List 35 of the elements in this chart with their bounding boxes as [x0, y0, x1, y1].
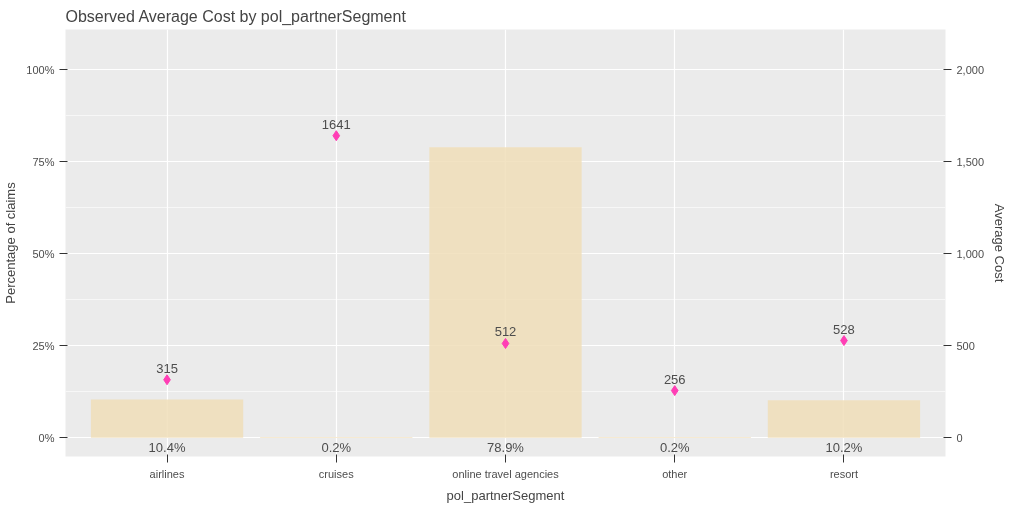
y2-axis-title: Average Cost: [992, 203, 1008, 283]
point: [501, 337, 510, 349]
y-tick-label: 100%: [26, 63, 55, 76]
y2-tick-label: 0: [956, 431, 963, 444]
y2-tick-label: 500: [956, 339, 975, 352]
x-axis-title: pol_partnerSegment: [446, 487, 565, 503]
data-label: 10.2%: [825, 439, 863, 455]
x-tick-label: online travel agencies: [452, 467, 560, 480]
y-tick-label: 50%: [32, 247, 55, 260]
point: [670, 385, 679, 397]
chart-title: Observed Average Cost by pol_partnerSegment: [65, 7, 407, 26]
y2-tick-label: 2,000: [956, 63, 985, 76]
data-label: 10.4%: [148, 439, 186, 455]
point: [332, 130, 341, 142]
data-label: 0.2%: [321, 439, 352, 455]
data-label: 1641: [321, 116, 351, 132]
bar: [90, 399, 244, 438]
bar: [767, 400, 921, 438]
data-label: 512: [494, 324, 517, 340]
data-label: 315: [156, 360, 178, 376]
y-tick-label: 25%: [32, 339, 55, 352]
data-label: 0.2%: [659, 439, 690, 455]
y-tick-label: 0%: [38, 431, 55, 444]
data-label: 528: [833, 321, 855, 337]
y2-tick-label: 1,000: [956, 247, 985, 260]
x-tick-label: cruises: [318, 467, 355, 480]
x-tick-label: resort: [829, 467, 859, 480]
y2-tick-label: 1,500: [956, 155, 985, 168]
data-label: 78.9%: [487, 439, 525, 455]
y-tick-label: 75%: [32, 155, 55, 168]
data-label: 256: [663, 371, 686, 387]
x-tick-label: other: [662, 467, 688, 480]
bar: [429, 147, 582, 438]
x-tick-label: airlines: [149, 467, 185, 480]
y-axis-title: Percentage of claims: [3, 181, 19, 304]
